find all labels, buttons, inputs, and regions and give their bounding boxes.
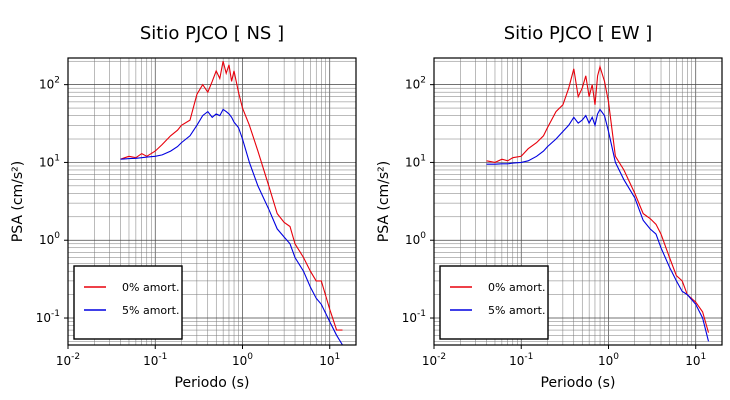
x-axis-label: Periodo (s) [175,375,250,391]
x-tick-label: 10-1 [143,352,167,368]
legend-label: 5% amort. [122,304,179,317]
x-axis-label: Periodo (s) [541,375,616,391]
chart-panel-ew: 10-2 10-1 100 101 10-1 100 101 102 Sitio PJCO [ … [376,23,723,391]
y-tick-label: 10-1 [402,309,426,325]
chart-title: Sitio PJCO [ EW ] [504,23,653,44]
legend: 0% amort. 5% amort. [439,265,549,340]
plot-frame [433,57,723,346]
x-tick-label: 100 [232,352,253,368]
grid [433,58,723,345]
series-line-blue [120,108,343,346]
chart-title: Sitio PJCO [ NS ] [140,23,284,44]
y-tick-label: 101 [39,153,60,169]
grid [67,58,357,345]
y-tick-label: 100 [405,231,426,247]
y-axis-label: PSA (cm/s²) [10,161,26,243]
x-tick-label: 101 [319,352,340,368]
series-line-blue [486,108,710,342]
y-tick-label: 102 [39,76,60,92]
legend-label: 0% amort. [122,281,179,294]
legend: 0% amort. 5% amort. [73,265,183,340]
y-tick-label: 10-1 [36,309,60,325]
x-tick-label: 100 [598,352,619,368]
legend-box [73,265,183,340]
legend-label: 5% amort. [488,304,545,317]
y-axis-label: PSA (cm/s²) [376,161,392,243]
legend-label: 0% amort. [488,281,545,294]
legend-box [439,265,549,340]
series-line-red [486,64,710,333]
plot-frame [67,57,357,346]
x-tick-label: 10-1 [509,352,533,368]
y-tick-label: 100 [39,231,60,247]
series-line-red [120,61,343,331]
y-tick-label: 101 [405,153,426,169]
y-tick-label: 102 [405,76,426,92]
chart-panel-ns: 10-2 10-1 100 101 10-1 100 101 102 Sitio PJCO [ … [10,23,357,391]
x-tick-label: 10-2 [422,352,446,368]
x-tick-label: 10-2 [56,352,80,368]
x-tick-label: 101 [685,352,706,368]
